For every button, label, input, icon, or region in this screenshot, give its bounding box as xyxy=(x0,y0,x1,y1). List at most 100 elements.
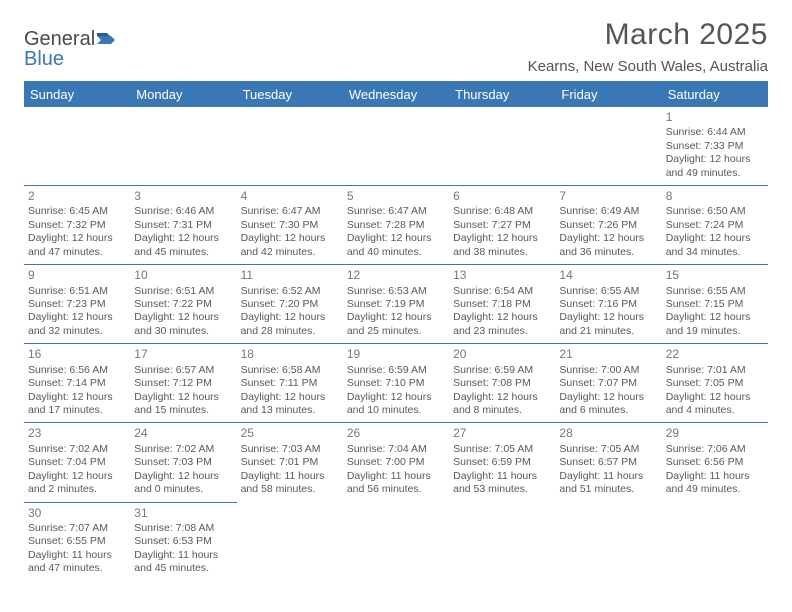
day-cell: 3Sunrise: 6:46 AMSunset: 7:31 PMDaylight… xyxy=(130,186,236,265)
sunset-line: Sunset: 6:57 PM xyxy=(559,456,657,469)
day-number: 9 xyxy=(28,268,126,283)
day-cell xyxy=(662,502,768,581)
daylight-line: Daylight: 11 hours xyxy=(134,549,232,562)
sunrise-line: Sunrise: 6:58 AM xyxy=(241,364,339,377)
daylight-line: Daylight: 12 hours xyxy=(28,470,126,483)
day-cell: 5Sunrise: 6:47 AMSunset: 7:28 PMDaylight… xyxy=(343,186,449,265)
col-thursday: Thursday xyxy=(449,82,555,107)
day-cell xyxy=(237,107,343,186)
day-number: 20 xyxy=(453,347,551,362)
col-monday: Monday xyxy=(130,82,236,107)
daylight-line: Daylight: 12 hours xyxy=(453,232,551,245)
daylight-line: and 10 minutes. xyxy=(347,404,445,417)
day-cell: 14Sunrise: 6:55 AMSunset: 7:16 PMDayligh… xyxy=(555,265,661,344)
sunrise-line: Sunrise: 7:00 AM xyxy=(559,364,657,377)
col-tuesday: Tuesday xyxy=(237,82,343,107)
day-number: 28 xyxy=(559,426,657,441)
day-number: 27 xyxy=(453,426,551,441)
sunset-line: Sunset: 7:03 PM xyxy=(134,456,232,469)
sunrise-line: Sunrise: 7:04 AM xyxy=(347,443,445,456)
daylight-line: and 2 minutes. xyxy=(28,483,126,496)
sunrise-line: Sunrise: 6:55 AM xyxy=(559,285,657,298)
sunrise-line: Sunrise: 6:46 AM xyxy=(134,205,232,218)
day-number: 7 xyxy=(559,189,657,204)
week-row: 9Sunrise: 6:51 AMSunset: 7:23 PMDaylight… xyxy=(24,265,768,344)
day-cell: 19 Sunrise: 6:59 AMSunset: 7:10 PMDayligh… xyxy=(343,344,449,423)
day-number: 26 xyxy=(347,426,445,441)
daylight-line: and 47 minutes. xyxy=(28,246,126,259)
sunset-line: Sunset: 7:10 PM xyxy=(347,377,445,390)
day-number: 13 xyxy=(453,268,551,283)
col-friday: Friday xyxy=(555,82,661,107)
calendar-table: Sunday Monday Tuesday Wednesday Thursday… xyxy=(24,82,768,581)
sunset-line: Sunset: 7:12 PM xyxy=(134,377,232,390)
day-number: 17 xyxy=(134,347,232,362)
daylight-line: and 56 minutes. xyxy=(347,483,445,496)
day-cell xyxy=(237,502,343,581)
calendar-body: 1Sunrise: 6:44 AMSunset: 7:33 PMDaylight… xyxy=(24,107,768,581)
daylight-line: and 53 minutes. xyxy=(453,483,551,496)
sunset-line: Sunset: 7:07 PM xyxy=(559,377,657,390)
week-row: 16Sunrise: 6:56 AMSunset: 7:14 PMDayligh… xyxy=(24,344,768,423)
sunrise-line: Sunrise: 6:59 AM xyxy=(347,364,445,377)
day-cell xyxy=(24,107,130,186)
sunset-line: Sunset: 6:53 PM xyxy=(134,535,232,548)
day-cell xyxy=(555,107,661,186)
daylight-line: and 47 minutes. xyxy=(28,562,126,575)
day-number: 19 xyxy=(347,347,445,362)
day-cell: 6Sunrise: 6:48 AMSunset: 7:27 PMDaylight… xyxy=(449,186,555,265)
day-cell: 21Sunrise: 7:00 AMSunset: 7:07 PMDayligh… xyxy=(555,344,661,423)
daylight-line: and 45 minutes. xyxy=(134,246,232,259)
day-number: 6 xyxy=(453,189,551,204)
day-cell: 24Sunrise: 7:02 AMSunset: 7:03 PMDayligh… xyxy=(130,423,236,502)
sunrise-line: Sunrise: 6:47 AM xyxy=(241,205,339,218)
logo: General xyxy=(24,18,117,51)
day-cell xyxy=(130,107,236,186)
daylight-line: Daylight: 11 hours xyxy=(241,470,339,483)
day-cell: 1Sunrise: 6:44 AMSunset: 7:33 PMDaylight… xyxy=(662,107,768,186)
daylight-line: Daylight: 11 hours xyxy=(453,470,551,483)
daylight-line: Daylight: 12 hours xyxy=(347,311,445,324)
sunset-line: Sunset: 7:28 PM xyxy=(347,219,445,232)
sunrise-line: Sunrise: 6:52 AM xyxy=(241,285,339,298)
sunrise-line: Sunrise: 6:54 AM xyxy=(453,285,551,298)
week-row: 23Sunrise: 7:02 AMSunset: 7:04 PMDayligh… xyxy=(24,423,768,502)
daylight-line: and 49 minutes. xyxy=(666,167,764,180)
sunset-line: Sunset: 7:24 PM xyxy=(666,219,764,232)
day-cell: 30Sunrise: 7:07 AMSunset: 6:55 PMDayligh… xyxy=(24,502,130,581)
day-cell: 15Sunrise: 6:55 AMSunset: 7:15 PMDayligh… xyxy=(662,265,768,344)
sunset-line: Sunset: 7:20 PM xyxy=(241,298,339,311)
day-cell xyxy=(343,107,449,186)
day-cell: 18Sunrise: 6:58 AMSunset: 7:11 PMDayligh… xyxy=(237,344,343,423)
daylight-line: Daylight: 12 hours xyxy=(347,391,445,404)
day-number: 21 xyxy=(559,347,657,362)
daylight-line: Daylight: 12 hours xyxy=(666,391,764,404)
daylight-line: Daylight: 12 hours xyxy=(134,311,232,324)
sunrise-line: Sunrise: 6:55 AM xyxy=(666,285,764,298)
day-cell: 23Sunrise: 7:02 AMSunset: 7:04 PMDayligh… xyxy=(24,423,130,502)
daylight-line: and 49 minutes. xyxy=(666,483,764,496)
sunrise-line: Sunrise: 7:06 AM xyxy=(666,443,764,456)
daylight-line: Daylight: 12 hours xyxy=(28,232,126,245)
col-saturday: Saturday xyxy=(662,82,768,107)
sunset-line: Sunset: 7:32 PM xyxy=(28,219,126,232)
daylight-line: and 13 minutes. xyxy=(241,404,339,417)
sunrise-line: Sunrise: 7:02 AM xyxy=(28,443,126,456)
sunset-line: Sunset: 7:01 PM xyxy=(241,456,339,469)
day-number: 31 xyxy=(134,506,232,521)
day-cell: 31Sunrise: 7:08 AMSunset: 6:53 PMDayligh… xyxy=(130,502,236,581)
daylight-line: and 21 minutes. xyxy=(559,325,657,338)
day-cell: 4Sunrise: 6:47 AMSunset: 7:30 PMDaylight… xyxy=(237,186,343,265)
daylight-line: and 8 minutes. xyxy=(453,404,551,417)
daylight-line: Daylight: 12 hours xyxy=(134,470,232,483)
daylight-line: and 4 minutes. xyxy=(666,404,764,417)
day-cell: 16Sunrise: 6:56 AMSunset: 7:14 PMDayligh… xyxy=(24,344,130,423)
day-cell: 12Sunrise: 6:53 AMSunset: 7:19 PMDayligh… xyxy=(343,265,449,344)
daylight-line: Daylight: 12 hours xyxy=(241,391,339,404)
daylight-line: and 38 minutes. xyxy=(453,246,551,259)
sunset-line: Sunset: 7:11 PM xyxy=(241,377,339,390)
day-cell: 17Sunrise: 6:57 AMSunset: 7:12 PMDayligh… xyxy=(130,344,236,423)
sunrise-line: Sunrise: 6:44 AM xyxy=(666,126,764,139)
sunset-line: Sunset: 7:27 PM xyxy=(453,219,551,232)
sunset-line: Sunset: 7:15 PM xyxy=(666,298,764,311)
